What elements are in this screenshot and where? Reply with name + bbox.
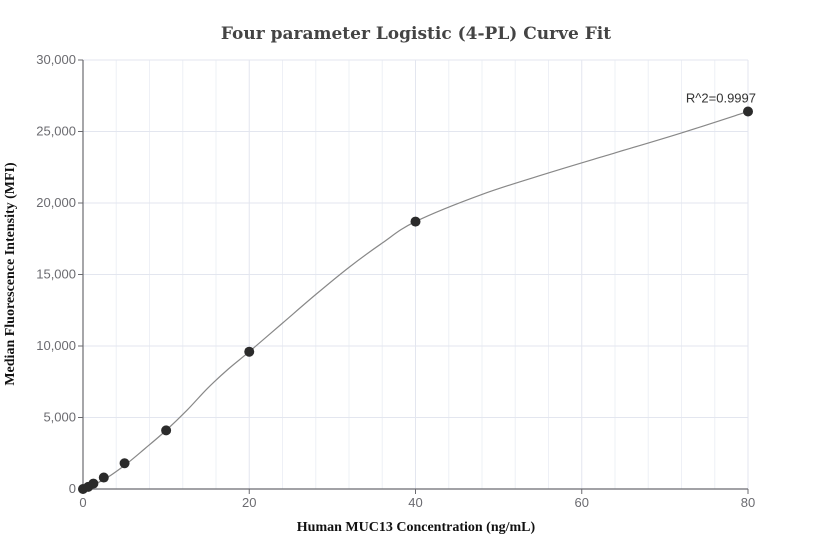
grid — [83, 59, 749, 489]
x-tick-label: 0 — [79, 495, 86, 510]
data-point — [410, 216, 421, 227]
y-tick-label: 5,000 — [43, 410, 76, 425]
r-squared-annotation: R^2=0.9997 — [686, 90, 756, 105]
x-tick-label: 20 — [242, 495, 256, 510]
data-points — [78, 106, 753, 494]
y-tick-label: 20,000 — [36, 195, 76, 210]
x-axis-title: Human MUC13 Concentration (ng/mL) — [297, 520, 536, 535]
data-point — [161, 425, 172, 436]
y-tick-label: 30,000 — [36, 52, 76, 67]
chart-title: Four parameter Logistic (4-PL) Curve Fit — [221, 24, 611, 44]
y-tick-label: 10,000 — [36, 338, 76, 353]
y-tick-label: 15,000 — [36, 267, 76, 282]
data-point — [98, 472, 109, 483]
data-point — [88, 478, 99, 489]
data-point — [244, 346, 255, 357]
tick-labels: 0 5,000 10,000 15,000 20,000 25,000 30,000 0 20 4… — [36, 52, 755, 510]
annotations: R^2=0.9997 — [686, 90, 756, 105]
y-tick-label: 0 — [69, 481, 76, 496]
y-axis-title: Median Fluorescence Intensity (MFI) — [3, 162, 18, 386]
y-tick-label: 25,000 — [36, 124, 76, 139]
x-tick-label: 80 — [741, 495, 755, 510]
fit-curve — [82, 110, 749, 490]
data-point — [743, 106, 753, 117]
x-tick-label: 40 — [408, 495, 422, 510]
x-tick-label: 60 — [575, 495, 589, 510]
data-point — [119, 458, 130, 469]
